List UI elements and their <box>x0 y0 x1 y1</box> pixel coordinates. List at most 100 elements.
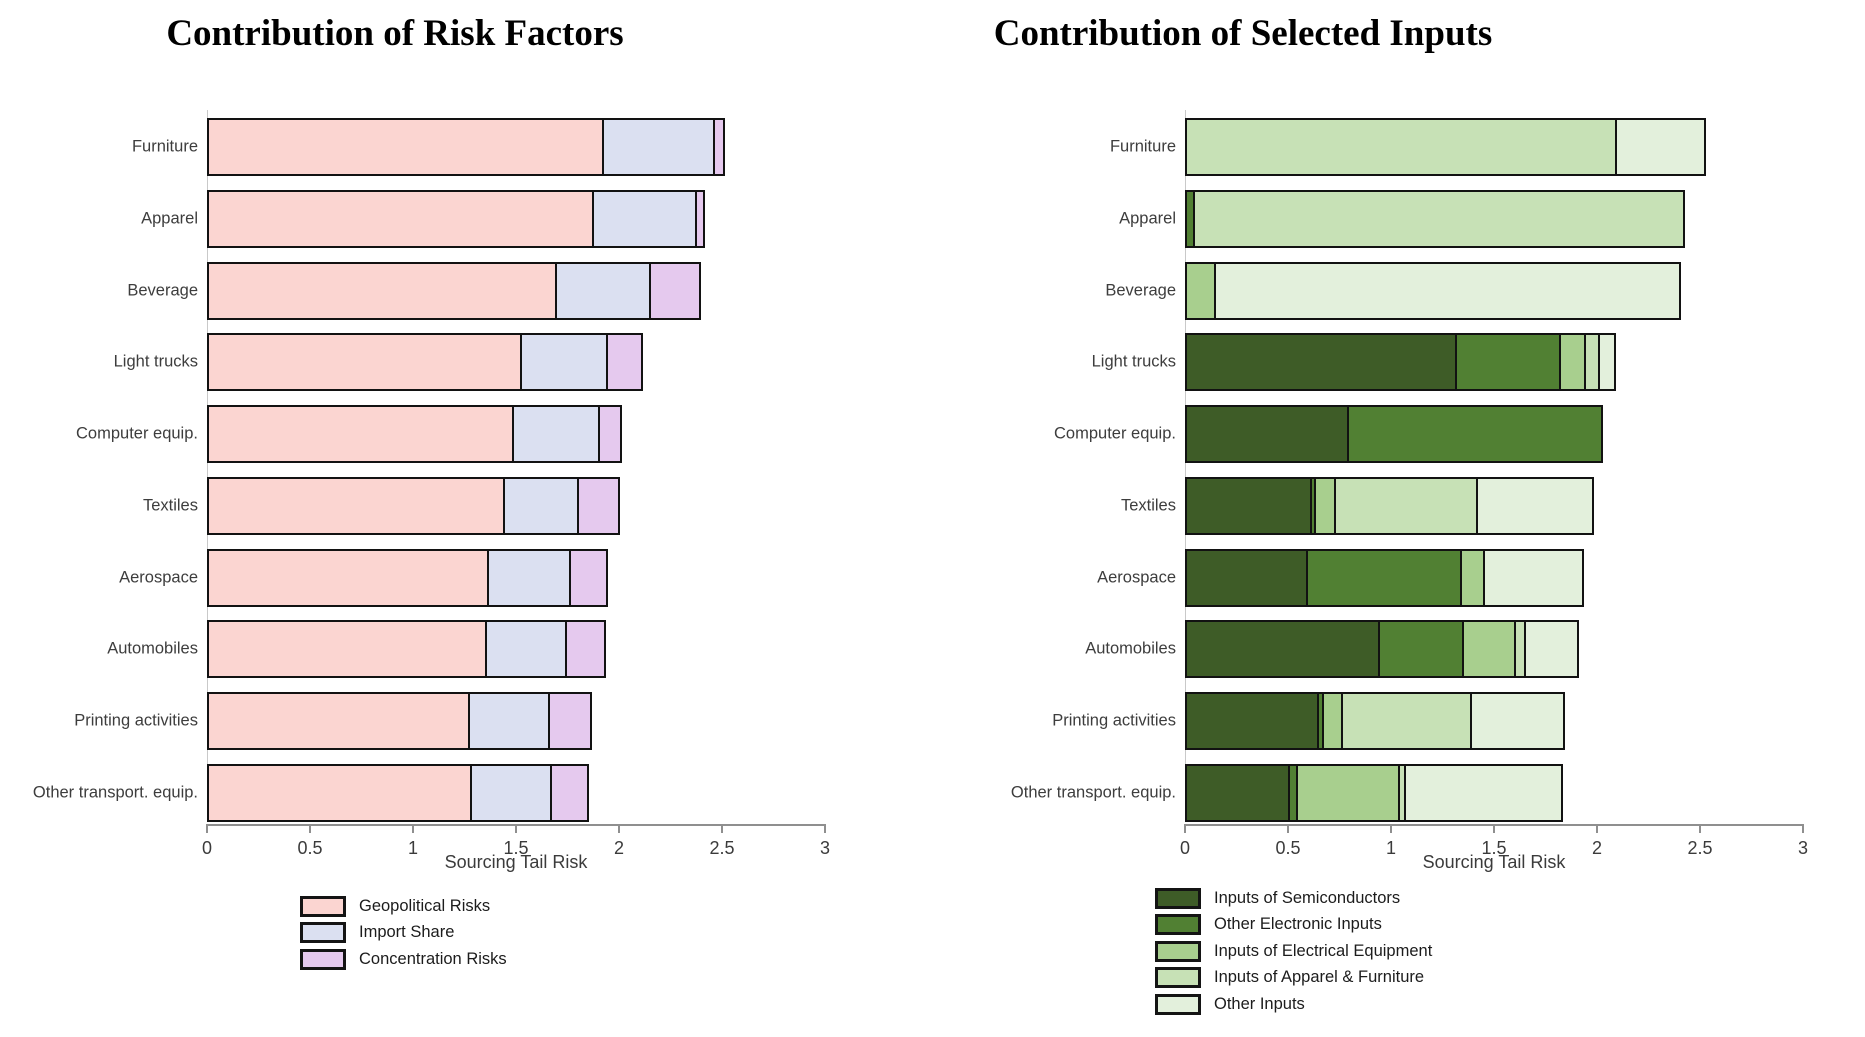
bar-segment <box>1334 476 1479 535</box>
bar-segment <box>207 692 471 751</box>
bar-segment <box>1460 548 1486 607</box>
bar-row: Apparel <box>1119 189 1803 248</box>
bar-segment <box>1192 189 1686 248</box>
x-tick <box>1390 826 1392 833</box>
legend-swatch <box>300 922 346 944</box>
category-label: Computer equip. <box>76 424 198 443</box>
legend-item: Other Inputs <box>1155 991 1432 1018</box>
bar-segment <box>602 118 716 176</box>
legend-item: Import Share <box>300 920 507 947</box>
bar-segment <box>1597 333 1617 392</box>
category-label: Apparel <box>1119 209 1176 228</box>
x-tick-label: 2.5 <box>709 838 735 858</box>
bar-segment <box>207 118 605 176</box>
bar-segment <box>591 189 697 248</box>
legend-label: Other Electronic Inputs <box>1214 915 1382 934</box>
bar-segment <box>564 620 606 679</box>
bar-segment <box>519 333 609 392</box>
bar-segment <box>1185 548 1309 607</box>
category-label: Automobiles <box>1085 639 1176 658</box>
bar-row: Other transport. equip. <box>33 764 825 822</box>
bar-segment <box>207 620 488 679</box>
bar-row: Furniture <box>1110 118 1803 176</box>
x-tick <box>1184 826 1186 833</box>
bar-segment <box>207 261 558 320</box>
y-axis-line <box>1185 110 1186 822</box>
bar-segment <box>1185 764 1291 822</box>
plot-area-selected-inputs: Furniture Apparel Beverage Light trucks Comp… <box>1011 110 1808 858</box>
category-label: Computer equip. <box>1054 424 1176 443</box>
legend-item: Geopolitical Risks <box>300 893 507 920</box>
bar-row: Computer equip. <box>76 405 825 464</box>
bar-segment <box>1314 476 1337 535</box>
x-tick-label: 1 <box>407 838 418 858</box>
x-tick <box>1493 826 1495 833</box>
category-label: Furniture <box>1109 137 1176 156</box>
legend-item: Inputs of Electrical Equipment <box>1155 938 1432 965</box>
x-tick-label: 2 <box>613 838 624 858</box>
bar-segment <box>484 620 568 679</box>
bar-row: Light trucks <box>1092 333 1803 392</box>
bar-segment <box>1185 333 1457 392</box>
category-label: Printing activities <box>1052 711 1176 730</box>
bar-segment <box>207 189 595 248</box>
x-tick-label: 2.5 <box>1687 838 1713 858</box>
bar-row: Beverage <box>127 261 825 320</box>
bar-segment <box>1462 620 1516 679</box>
bar-segment <box>486 548 572 607</box>
bar-row: Furniture <box>132 118 825 176</box>
bar-segment <box>1185 405 1350 464</box>
x-tick-label: 0.5 <box>297 838 323 858</box>
bar-segment <box>207 548 490 607</box>
x-tick-label: 1 <box>1385 838 1396 858</box>
legend-label: Concentration Risks <box>359 949 507 968</box>
bar-segment <box>1347 405 1603 464</box>
category-label: Furniture <box>131 137 198 156</box>
legend-item: Inputs of Apparel & Furniture <box>1155 965 1432 992</box>
bar-segment <box>605 333 644 392</box>
bar-segment <box>550 764 590 822</box>
bar-row: Apparel <box>141 189 825 248</box>
selected-inputs-panel: Contribution of Selected Inputs Furnitur… <box>933 0 1865 1037</box>
x-tick <box>1287 826 1289 833</box>
x-tick-label: 1.5 <box>1481 838 1507 858</box>
legend-swatch <box>1155 993 1201 1015</box>
bar-segment <box>548 692 592 751</box>
x-tick-label: 3 <box>1797 838 1808 858</box>
bar-row: Aerospace <box>1097 548 1803 607</box>
legend-label: Inputs of Semiconductors <box>1214 888 1401 907</box>
x-tick <box>206 826 208 833</box>
bar-row: Aerospace <box>119 548 825 607</box>
risk-factors-panel: Contribution of Risk Factors Furniture Ap… <box>33 13 830 973</box>
bar-segment <box>1378 620 1465 679</box>
bar-segment <box>468 692 551 751</box>
category-label: Automobiles <box>107 639 198 658</box>
bar-segment <box>1523 620 1580 679</box>
legend-swatch <box>300 895 346 917</box>
bar-segment <box>1185 118 1618 176</box>
category-label: Textiles <box>142 496 198 515</box>
bar-row: Textiles <box>1121 476 1803 535</box>
legend-item: Inputs of Semiconductors <box>1155 885 1432 912</box>
x-tick <box>1802 826 1804 833</box>
category-label: Other transport. equip. <box>1010 783 1176 802</box>
legend-swatch <box>1155 940 1201 962</box>
category-label: Light trucks <box>1091 352 1176 371</box>
legend-item: Concentration Risks <box>300 946 507 973</box>
x-tick-label: 1.5 <box>503 838 529 858</box>
x-axis-title: Sourcing Tail Risk <box>1422 852 1566 872</box>
x-tick <box>412 826 414 833</box>
bar-segment <box>649 261 701 320</box>
x-tick <box>721 826 723 833</box>
y-axis-line <box>207 110 208 822</box>
x-tick <box>515 826 517 833</box>
legend-swatch <box>300 948 346 970</box>
chart-title-risk-factors: Contribution of Risk Factors <box>166 13 624 54</box>
bar-segment <box>694 189 705 248</box>
x-tick-label: 0 <box>1179 838 1190 858</box>
bar-segment <box>1454 333 1562 392</box>
bar-segment <box>511 405 601 464</box>
bar-segment <box>1469 692 1565 751</box>
bar-segment <box>1185 692 1319 751</box>
bar-row: Automobiles <box>107 620 825 679</box>
